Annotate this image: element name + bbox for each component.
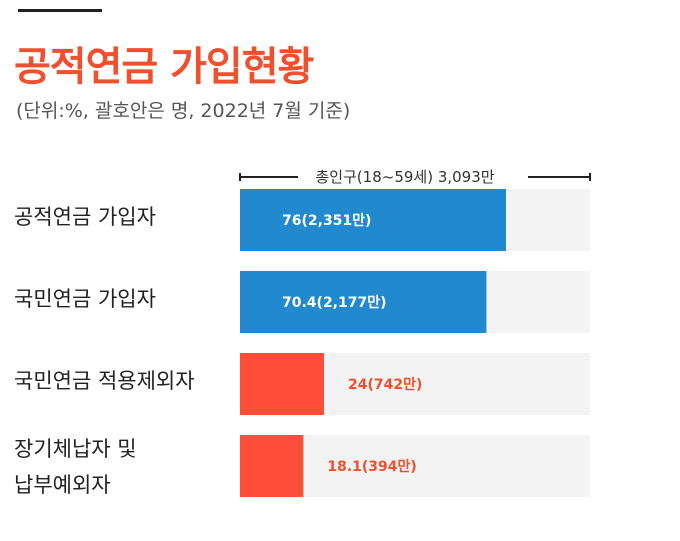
chart-title: 공적연금 가입현황 <box>14 44 314 90</box>
bar-4 <box>240 435 304 497</box>
chart-subtitle: (단위:%, 괄호안은 명, 2022년 7월 기준) <box>16 100 351 122</box>
value-label-4: 18.1(394만) <box>327 459 416 475</box>
bar-1 <box>240 189 506 251</box>
bar-2 <box>240 271 487 333</box>
value-label-1: 76(2,351만) <box>282 213 371 229</box>
category-label-2: 국민연금 가입자 <box>14 287 156 311</box>
category-label-4-line-1: 장기체납자 및 <box>14 437 137 461</box>
total-population-label: 총인구(18~59세) 3,093만 <box>315 168 494 186</box>
category-label-3: 국민연금 적용제외자 <box>14 369 195 393</box>
top-rule <box>18 9 102 12</box>
value-label-2: 70.4(2,177만) <box>282 295 387 311</box>
value-label-3: 24(742만) <box>348 377 422 393</box>
category-label-4-line-2: 납부예외자 <box>14 473 111 497</box>
bar-3 <box>240 353 324 415</box>
category-label-1: 공적연금 가입자 <box>14 205 156 229</box>
